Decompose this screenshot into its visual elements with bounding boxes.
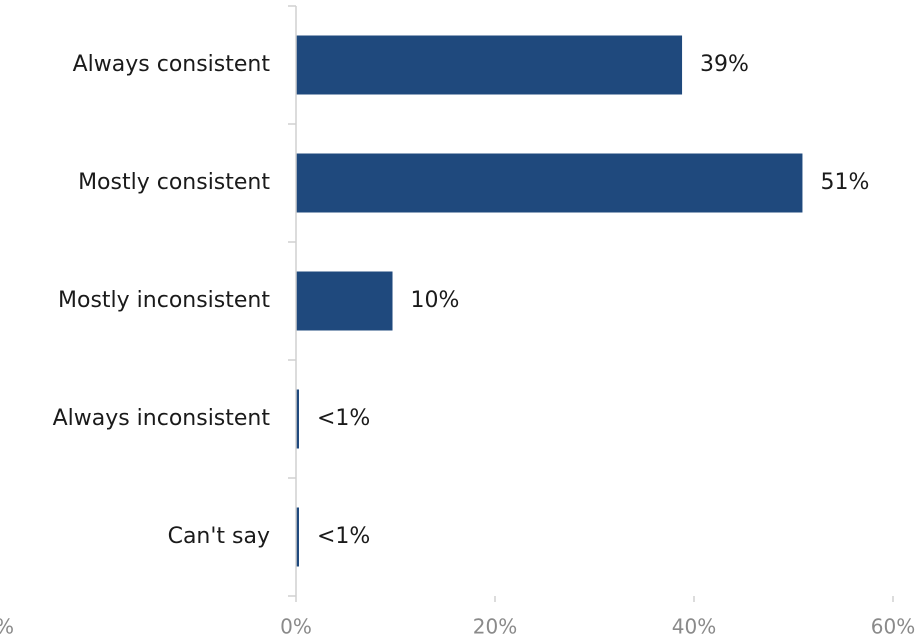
bar-3 <box>296 389 299 449</box>
bar-2 <box>296 271 393 331</box>
category-label: Mostly inconsistent <box>58 288 270 313</box>
category-label: Mostly consistent <box>78 170 270 195</box>
data-labels-group: 39% 51% 10% <1% <1% <box>317 52 869 549</box>
x-tick-label: 40% <box>672 615 716 639</box>
x-tick-labels-group: 0% 20% 40% 60%% <box>0 615 915 639</box>
bar-4 <box>296 507 299 567</box>
category-label: Always inconsistent <box>53 406 271 431</box>
data-label: 10% <box>411 288 460 313</box>
data-label: <1% <box>317 406 370 431</box>
axes-group <box>288 5 894 602</box>
category-labels-group: Always consistent Mostly consistent Mostly… <box>53 52 271 549</box>
data-label: 39% <box>700 52 749 77</box>
category-label: Can't say <box>168 524 270 549</box>
category-label: Always consistent <box>73 52 271 77</box>
bars-group <box>296 35 803 567</box>
bar-1 <box>296 153 803 213</box>
bar-0 <box>296 35 683 95</box>
x-tick-label-clipped: % <box>0 615 14 639</box>
x-tick-label: 20% <box>473 615 517 639</box>
x-tick-label: 0% <box>280 615 312 639</box>
data-label: <1% <box>317 524 370 549</box>
x-tick-label: 60% <box>871 615 915 639</box>
data-label: 51% <box>820 170 869 195</box>
